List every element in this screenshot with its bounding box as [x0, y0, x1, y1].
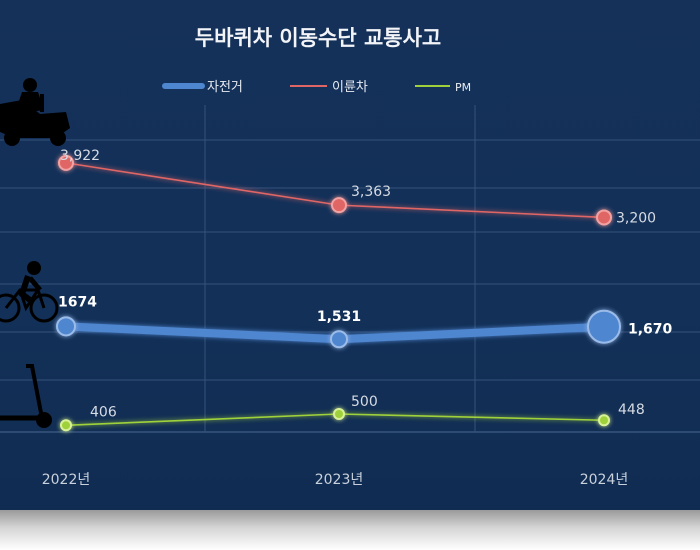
data-label-bicycle: 1,670 — [628, 322, 673, 338]
gridlines — [0, 105, 700, 433]
chart-background: 두바퀴차 이동수단 교통사고 자전거 이륜차 PM — [0, 0, 700, 510]
data-label-pm: 448 — [618, 402, 645, 418]
kick-scooter-icon — [0, 364, 52, 428]
legend-label-pm: PM — [455, 81, 471, 94]
legend-item-bicycle: 자전거 — [162, 80, 243, 95]
x-tick-label: 2022년 — [42, 472, 91, 488]
data-label-motorcycle: 3,200 — [616, 210, 656, 226]
data-point-pm — [598, 414, 610, 427]
x-tick-label: 2023년 — [315, 472, 364, 488]
data-point-motorcycle — [58, 154, 74, 171]
data-label-pm: 406 — [90, 404, 117, 420]
chart-title: 두바퀴차 이동수단 교통사고 — [195, 26, 441, 50]
data-point-bicycle — [330, 330, 348, 349]
frame-shadow — [0, 510, 700, 550]
x-tick-label: 2024년 — [580, 472, 629, 488]
data-point-bicycle — [56, 316, 76, 337]
legend-label-motorcycle: 이륜차 — [332, 80, 368, 95]
data-point-bicycle — [587, 309, 621, 344]
data-label-motorcycle: 3,922 — [60, 148, 100, 164]
data-point-pm — [60, 419, 72, 432]
bicycle-icon — [0, 261, 59, 323]
data-label-pm: 500 — [351, 394, 378, 410]
legend: 자전거 이륜차 PM — [162, 80, 471, 95]
data-label-bicycle: 1,531 — [317, 309, 361, 325]
data-point-motorcycle — [331, 197, 347, 214]
line-chart: 두바퀴차 이동수단 교통사고 자전거 이륜차 PM — [0, 26, 700, 488]
legend-item-motorcycle: 이륜차 — [290, 80, 368, 95]
legend-label-bicycle: 자전거 — [207, 80, 243, 95]
data-point-motorcycle — [596, 209, 612, 226]
data-label-bicycle: 1674 — [58, 294, 97, 310]
data-point-pm — [333, 408, 345, 420]
motorcycle-icon — [0, 78, 70, 146]
data-label-motorcycle: 3,363 — [351, 184, 391, 200]
legend-item-pm: PM — [415, 81, 471, 94]
x-axis: 2022년 2023년 2024년 — [42, 472, 629, 488]
series-layer: 1674 1,531 1,670 3,922 3,363 3,200 406 500 448 — [56, 148, 673, 432]
